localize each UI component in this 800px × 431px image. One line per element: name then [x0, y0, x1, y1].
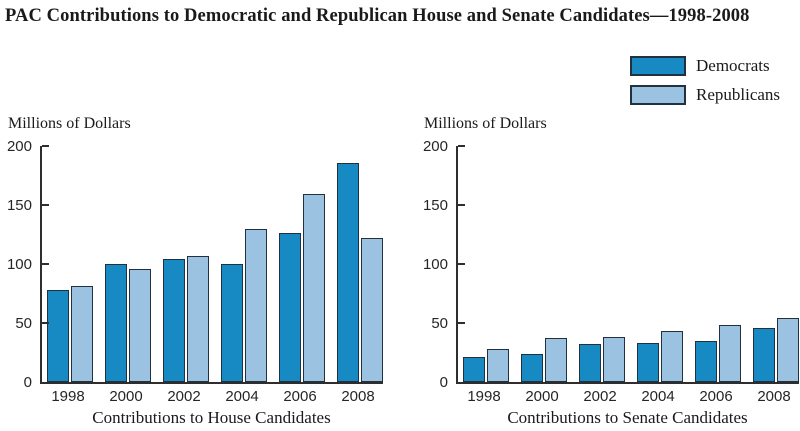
y-tick-label: 200: [422, 138, 448, 155]
senate-chart: Millions of Dollars 0 50 100 150 200 1998 200…: [423, 115, 800, 431]
y-tick-label: 150: [6, 197, 32, 214]
x-tick-label-2006: 2006: [699, 388, 733, 405]
house-chart: Millions of Dollars 0 50 100 150 200 1998 200…: [7, 115, 400, 431]
republicans-swatch-icon: [630, 84, 686, 105]
democrats-swatch-icon: [630, 55, 686, 76]
y-tick-label: 100: [6, 256, 32, 273]
y-tick-label: 0: [439, 374, 448, 391]
bar-group-2002: [579, 146, 625, 382]
y-tick: [458, 204, 465, 206]
democrats-bar-1998: [47, 289, 69, 382]
x-axis-title: Contributions to House Candidates: [92, 408, 331, 427]
bar-group-1998: [47, 146, 93, 382]
democrats-bar-1998: [463, 357, 485, 382]
republicans-bar-1998: [71, 286, 93, 382]
republicans-bar-2008: [777, 318, 799, 382]
democrats-bar-2004: [637, 343, 659, 382]
y-tick-label: 50: [15, 315, 32, 332]
bar-group-2004: [637, 146, 683, 382]
x-tick-label-2000: 2000: [525, 388, 559, 405]
x-tick-label-2006: 2006: [283, 388, 317, 405]
democrats-bar-2002: [579, 344, 601, 382]
y-tick: [458, 145, 465, 147]
republicans-bar-2004: [245, 228, 267, 382]
y-axis-unit-label: Millions of Dollars: [8, 115, 131, 132]
x-tick-label-2004: 2004: [641, 388, 675, 405]
bar-group-1998: [463, 146, 509, 382]
bar-group-2008: [337, 146, 383, 382]
y-tick: [42, 263, 49, 265]
x-tick-label-2008: 2008: [341, 388, 375, 405]
legend: Democrats Republicans: [630, 55, 780, 113]
y-tick: [458, 263, 465, 265]
republicans-bar-2000: [129, 268, 151, 382]
bar-group-2000: [521, 146, 567, 382]
republicans-bar-2002: [187, 255, 209, 382]
democrats-bar-2006: [279, 233, 301, 382]
republicans-bar-2008: [361, 238, 383, 382]
republicans-bar-2006: [719, 325, 741, 382]
x-tick-label-1998: 1998: [467, 388, 501, 405]
x-tick-label-2000: 2000: [109, 388, 143, 405]
bar-group-2008: [753, 146, 799, 382]
y-tick-label: 100: [422, 256, 448, 273]
plot-area: 0 50 100 150 200: [7, 138, 383, 391]
bar-group-2006: [279, 146, 325, 382]
democrats-bar-2008: [337, 162, 359, 382]
bar-group-2002: [163, 146, 209, 382]
bar-group-2004: [221, 146, 267, 382]
y-tick-label: 200: [6, 138, 32, 155]
x-tick-label-1998: 1998: [51, 388, 85, 405]
bar-group-2006: [695, 146, 741, 382]
y-tick-label: 0: [23, 374, 32, 391]
x-tick-label-2002: 2002: [167, 388, 201, 405]
x-tick-label-2008: 2008: [757, 388, 791, 405]
legend-label-republicans: Republicans: [696, 84, 781, 104]
democrats-bar-2006: [695, 340, 717, 382]
y-axis-unit-label: Millions of Dollars: [424, 115, 547, 132]
x-axis-title: Contributions to Senate Candidates: [507, 408, 748, 427]
legend-label-democrats: Democrats: [696, 55, 770, 75]
bars-container: [42, 146, 383, 382]
bar-group-2000: [105, 146, 151, 382]
y-tick-label: 50: [431, 315, 448, 332]
legend-item-republicans: Republicans: [630, 84, 780, 105]
x-tick-label-2002: 2002: [583, 388, 617, 405]
republicans-bar-2002: [603, 337, 625, 382]
democrats-bar-2004: [221, 264, 243, 382]
democrats-bar-2000: [521, 353, 543, 382]
democrats-bar-2002: [163, 259, 185, 382]
republicans-bar-1998: [487, 348, 509, 382]
x-axis-labels: 1998 2000 2002 2004 2006 2008: [456, 388, 797, 405]
y-tick: [42, 204, 49, 206]
republicans-bar-2000: [545, 338, 567, 382]
y-tick: [458, 322, 465, 324]
legend-item-democrats: Democrats: [630, 55, 780, 76]
democrats-bar-2000: [105, 264, 127, 382]
y-tick: [42, 145, 49, 147]
republicans-bar-2004: [661, 331, 683, 382]
y-tick: [42, 322, 49, 324]
republicans-bar-2006: [303, 194, 325, 382]
democrats-bar-2008: [753, 327, 775, 382]
x-axis-labels: 1998 2000 2002 2004 2006 2008: [40, 388, 381, 405]
y-tick-label: 150: [422, 197, 448, 214]
bars-container: [458, 146, 799, 382]
figure-title: PAC Contributions to Democratic and Repu…: [5, 6, 750, 26]
x-tick-label-2004: 2004: [225, 388, 259, 405]
plot-area: 0 50 100 150 200: [423, 138, 799, 391]
